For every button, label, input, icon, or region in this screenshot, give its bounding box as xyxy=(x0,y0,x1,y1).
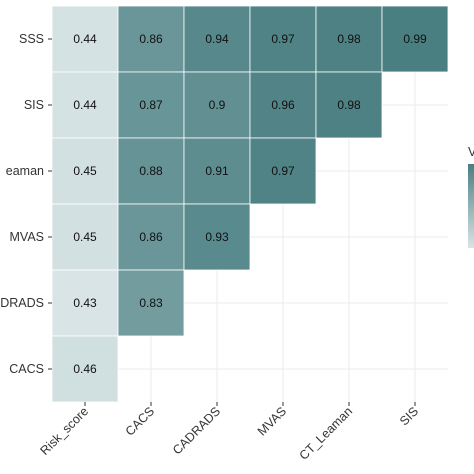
cell-value-label: 0.45 xyxy=(73,230,97,244)
cell-value-label: 0.45 xyxy=(73,164,97,178)
heatmap-cell xyxy=(249,137,317,205)
heatmap-cell xyxy=(315,71,383,139)
heatmap-cell xyxy=(117,269,185,337)
cell-value-label: 0.44 xyxy=(73,98,97,112)
heatmap-cell xyxy=(249,5,317,73)
x-tick-label: CADRADS xyxy=(170,404,223,457)
cell-value-label: 0.46 xyxy=(73,362,97,376)
y-tick-label: DRADS xyxy=(0,296,44,310)
cell-value-label: 0.96 xyxy=(271,98,295,112)
y-axis: SSS SIS eaman MVAS DRADS CACS xyxy=(0,32,52,376)
cell-value-label: 0.98 xyxy=(337,98,361,112)
cell-value-label: 0.83 xyxy=(139,296,163,310)
x-tick-label: Risk_score xyxy=(38,404,92,458)
y-tick-label: SIS xyxy=(24,98,44,112)
heatmap-cell xyxy=(183,71,251,139)
heatmap-cell xyxy=(51,5,119,73)
x-tick-label: MVAS xyxy=(255,404,289,438)
y-tick-label: CACS xyxy=(9,362,44,376)
cell-value-label: 0.98 xyxy=(337,32,361,46)
heatmap-cell xyxy=(183,5,251,73)
heatmap-cells: 0.44 0.86 0.94 0.97 0.98 0.99 0.44 0.87 0.9 0.96 0… xyxy=(51,5,449,403)
heatmap-cell xyxy=(117,203,185,271)
heatmap-cell xyxy=(51,71,119,139)
cell-value-label: 0.93 xyxy=(205,230,229,244)
cell-value-label: 0.9 xyxy=(209,98,226,112)
x-tick-label: CACS xyxy=(123,404,157,438)
x-tick-label: CT_Leaman xyxy=(297,404,356,463)
y-tick-label: MVAS xyxy=(10,230,45,244)
cell-value-label: 0.99 xyxy=(403,32,427,46)
cell-value-label: 0.87 xyxy=(139,98,163,112)
x-tick-label: SIS xyxy=(397,404,421,428)
heatmap-cell xyxy=(249,71,317,139)
cell-value-label: 0.88 xyxy=(139,164,163,178)
cell-value-label: 0.86 xyxy=(139,230,163,244)
y-tick-label: SSS xyxy=(19,32,44,46)
heatmap-cell xyxy=(51,203,119,271)
legend-title: V xyxy=(468,145,474,159)
heatmap-cell xyxy=(183,137,251,205)
color-legend: V xyxy=(468,145,474,248)
cell-value-label: 0.97 xyxy=(271,164,295,178)
cell-value-label: 0.94 xyxy=(205,32,229,46)
y-tick-label: eaman xyxy=(6,164,44,178)
cell-value-label: 0.86 xyxy=(139,32,163,46)
cell-value-label: 0.97 xyxy=(271,32,295,46)
heatmap-cell xyxy=(117,5,185,73)
heatmap-cell xyxy=(381,5,449,73)
x-axis: Risk_score CACS CADRADS MVAS CT_Leaman SIS xyxy=(38,402,421,463)
heatmap-cell xyxy=(183,203,251,271)
cell-value-label: 0.44 xyxy=(73,32,97,46)
cell-value-label: 0.43 xyxy=(73,296,97,310)
cell-value-label: 0.91 xyxy=(205,164,229,178)
heatmap-cell xyxy=(51,137,119,205)
legend-color-bar xyxy=(468,164,474,248)
